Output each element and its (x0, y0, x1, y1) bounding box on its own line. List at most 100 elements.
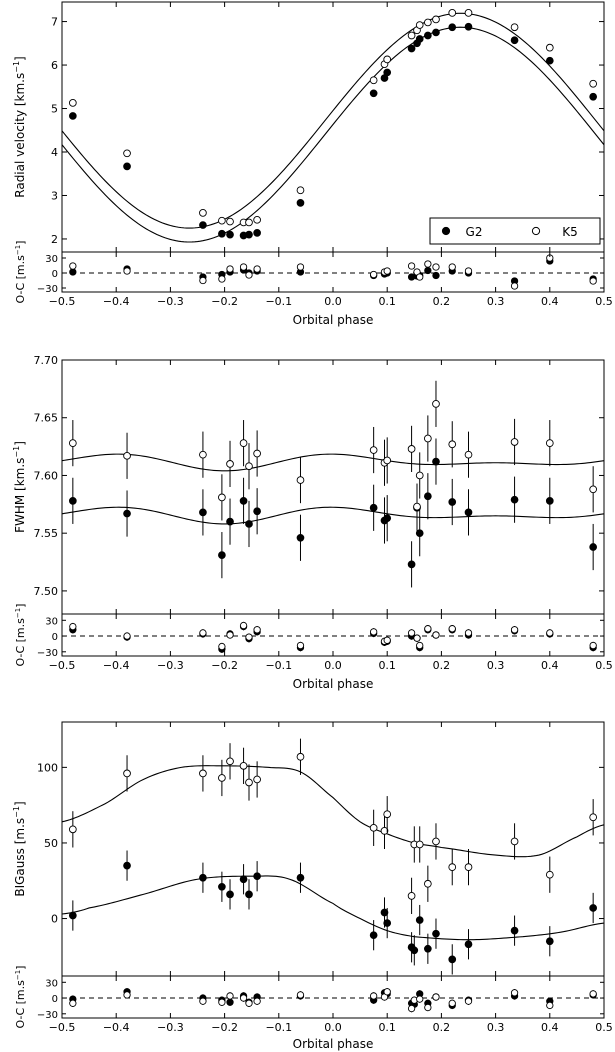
point-k5 (239, 439, 248, 447)
residual-point-k5 (413, 634, 421, 642)
y-axis-label: BIGauss [m.s−1] (12, 801, 27, 896)
x-tick-label: 0.4 (541, 659, 559, 672)
point-k5 (424, 879, 432, 888)
point-k5 (245, 462, 253, 471)
residual-point-k5 (239, 994, 248, 1002)
point-k5 (432, 837, 440, 846)
point-g2 (123, 162, 131, 171)
residual-y-tick-label: 0 (52, 994, 58, 1005)
residual-point-g2 (226, 998, 234, 1006)
point-g2 (218, 551, 226, 559)
x-tick-label: −0.4 (103, 659, 130, 672)
residual-point-k5 (123, 991, 131, 999)
x-tick-label: −0.5 (49, 295, 76, 308)
residual-point-k5 (432, 993, 440, 1001)
point-k5 (199, 769, 207, 778)
residual-point-k5 (589, 990, 597, 998)
point-k5 (407, 31, 416, 40)
y-tick-label: 100 (37, 761, 58, 774)
y-axis-label-tail: ] (13, 801, 27, 806)
residual-point-k5 (432, 631, 440, 639)
point-g2 (448, 498, 457, 506)
point-g2 (545, 56, 554, 65)
model-curve-k5 (61, 765, 605, 858)
model-curve-g2 (61, 506, 605, 525)
point-k5 (448, 863, 457, 871)
y-tick-label: 7.60 (34, 469, 59, 482)
residual-point-k5 (407, 262, 416, 270)
point-k5 (407, 892, 416, 900)
point-k5 (226, 460, 234, 468)
residual-point-k5 (245, 633, 253, 641)
residual-y-axis-label-exponent: −1 (14, 245, 22, 255)
x-tick-label: −0.2 (211, 659, 238, 672)
residual-y-axis-label-tail: ] (14, 241, 27, 245)
point-k5 (199, 209, 207, 217)
point-g2 (199, 508, 207, 517)
y-axis-label-exponent: −1 (12, 806, 21, 818)
point-k5 (296, 476, 305, 484)
x-tick-label: 0.2 (433, 295, 451, 308)
residual-point-k5 (407, 629, 416, 637)
residual-point-k5 (226, 992, 234, 1000)
point-k5 (239, 761, 248, 770)
residual-point-k5 (432, 263, 440, 271)
point-g2 (383, 919, 392, 927)
residual-point-k5 (369, 628, 378, 636)
point-k5 (510, 438, 519, 446)
point-k5 (68, 99, 77, 107)
x-axis-label: Orbital phase (293, 1037, 374, 1051)
residual-y-axis-label-tail: ] (14, 604, 27, 608)
residual-point-k5 (369, 270, 378, 279)
y-tick-label: 0 (51, 913, 58, 926)
x-tick-label: 0.0 (324, 659, 342, 672)
point-g2 (380, 908, 389, 917)
x-axis-label: Orbital phase (293, 677, 374, 691)
x-axis-label: Orbital phase (293, 313, 374, 327)
residual-point-k5 (424, 260, 432, 268)
point-g2 (245, 230, 253, 239)
point-k5 (510, 23, 519, 32)
point-g2 (68, 497, 77, 505)
point-g2 (415, 916, 424, 924)
point-g2 (68, 911, 77, 920)
x-tick-label: −0.2 (211, 295, 238, 308)
y-axis-label-tail: ] (13, 441, 27, 446)
residual-point-k5 (369, 992, 378, 1000)
point-g2 (448, 23, 457, 32)
point-g2 (410, 946, 419, 955)
x-tick-label: 0.4 (541, 295, 559, 308)
point-g2 (383, 68, 392, 77)
x-tick-label: 0.3 (487, 295, 505, 308)
point-k5 (123, 451, 131, 460)
x-tick-label: −0.3 (157, 295, 184, 308)
point-k5 (510, 837, 519, 846)
residual-point-k5 (510, 626, 519, 634)
point-g2 (199, 221, 207, 229)
x-tick-label: 0.4 (541, 1021, 559, 1034)
residual-point-k5 (589, 641, 597, 650)
residual-point-k5 (464, 267, 473, 275)
point-g2 (589, 92, 598, 101)
residual-y-tick-label: −30 (37, 648, 58, 659)
point-k5 (199, 450, 207, 459)
y-tick-label: 6 (51, 59, 58, 72)
y-axis-label: FWHM [km.s−1] (12, 441, 27, 533)
residual-point-g2 (69, 268, 77, 276)
residual-point-k5 (199, 276, 207, 285)
residual-y-axis-label: O-C [m.s−1] (14, 241, 27, 304)
residual-point-k5 (239, 621, 248, 630)
residual-y-axis-label-exponent: −1 (14, 608, 22, 618)
point-g2 (432, 28, 440, 37)
residual-point-k5 (589, 277, 597, 285)
point-k5 (218, 493, 226, 502)
point-g2 (510, 926, 519, 935)
point-g2 (510, 36, 519, 45)
y-tick-label: 3 (51, 189, 58, 202)
point-g2 (199, 873, 207, 882)
point-g2 (424, 492, 432, 501)
point-g2 (415, 529, 424, 538)
residual-point-k5 (245, 999, 253, 1007)
y-tick-label: 5 (51, 103, 58, 116)
